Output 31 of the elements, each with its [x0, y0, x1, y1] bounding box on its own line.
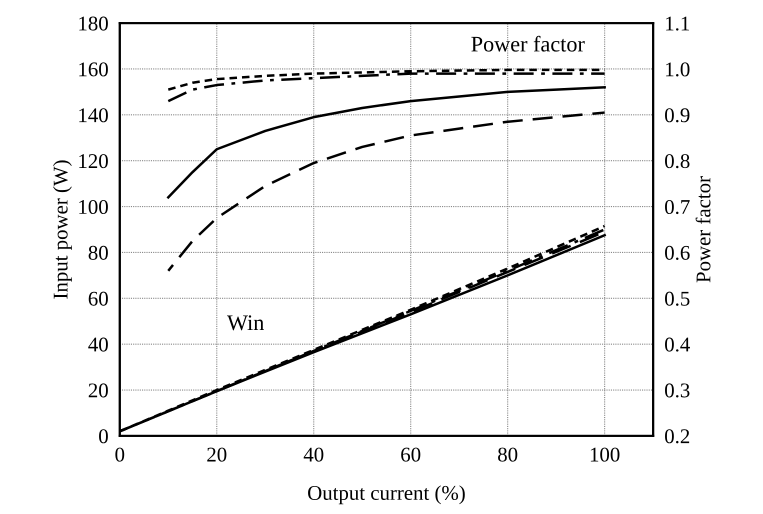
- x-tick-label: 20: [207, 448, 226, 462]
- y-tick-label: 160: [79, 62, 108, 76]
- y2-tick-label: 0.7: [665, 200, 690, 214]
- y2-tick-label: 1.0: [666, 62, 690, 77]
- y2-tick-label: 0.6: [665, 246, 690, 260]
- y-tick-label: 0: [99, 429, 108, 444]
- x-tick-label: 80: [498, 448, 518, 462]
- x-tick-label: 0: [115, 448, 124, 462]
- y-tick-label: 100: [79, 200, 108, 214]
- y2-tick-label: 0.5: [665, 292, 690, 306]
- x-tick-label: 40: [304, 448, 324, 462]
- annotation: Power factor: [471, 36, 585, 52]
- annotation: Win: [226, 315, 264, 330]
- y2-axis-title: Power factor: [696, 176, 710, 282]
- y2-tick-label: 0.2: [665, 429, 690, 444]
- y-axis-title: Input power (W): [52, 160, 72, 299]
- y-tick-label: 80: [88, 246, 108, 260]
- y-tick-label: 180: [79, 16, 108, 31]
- x-tick-label: 60: [401, 448, 420, 462]
- y2-tick-label: 0.9: [665, 108, 690, 122]
- y-tick-label: 120: [79, 154, 108, 168]
- y2-tick-label: 1.1: [666, 16, 690, 31]
- y-tick-label: 20: [88, 383, 108, 398]
- y2-tick-label: 0.4: [665, 338, 690, 352]
- y2-tick-label: 0.8: [665, 154, 690, 168]
- y2-tick-label: 0.3: [665, 383, 690, 398]
- x-axis-title: Output current (%): [308, 485, 465, 504]
- y-tick-label: 60: [88, 292, 108, 306]
- x-tick-label: 100: [590, 448, 620, 462]
- y-tick-label: 40: [88, 338, 108, 352]
- y-tick-label: 140: [79, 108, 108, 122]
